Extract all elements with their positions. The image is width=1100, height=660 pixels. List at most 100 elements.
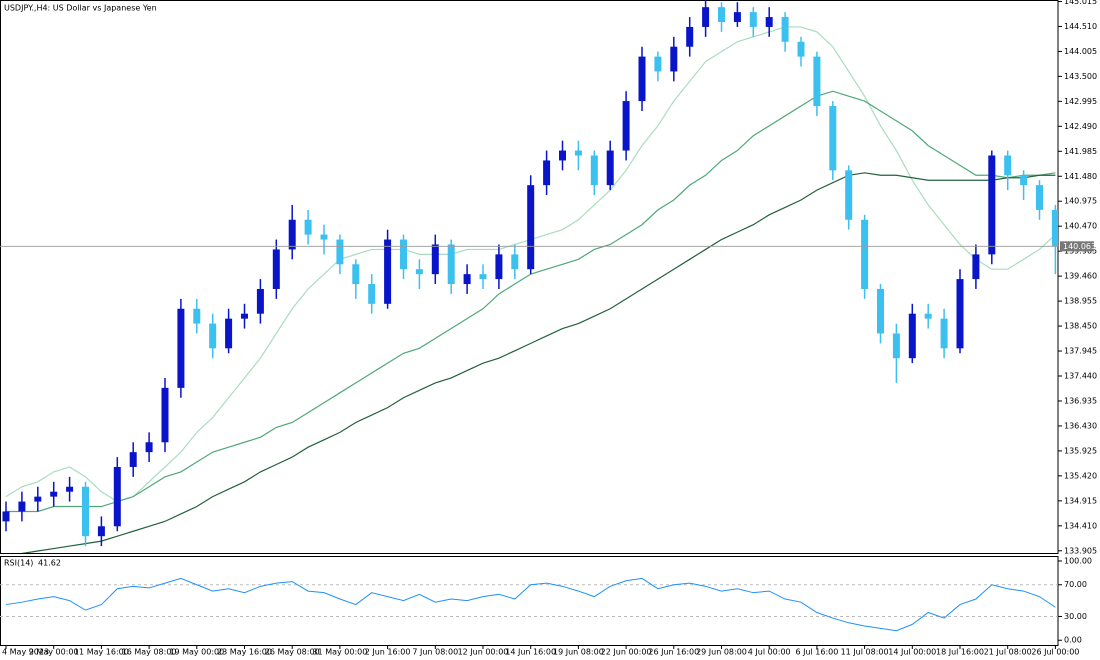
y-tick-label: 136.935 xyxy=(1064,396,1097,405)
candle-body xyxy=(590,155,598,186)
y-tick-label: 139.460 xyxy=(1064,272,1097,281)
candle-body xyxy=(670,46,678,72)
candle-body xyxy=(34,496,42,502)
y-tick-label: 145.015 xyxy=(1064,0,1097,6)
candle-body xyxy=(82,486,89,537)
main-panel xyxy=(0,0,1059,554)
rsi-tick-label: 0.00 xyxy=(1064,636,1082,645)
rsi-tick-label: 100.00 xyxy=(1064,556,1092,565)
candle-body xyxy=(1020,175,1028,186)
candle-body xyxy=(463,274,471,285)
x-tick-label: 11 Jul 08:00 xyxy=(841,648,889,657)
candle-body xyxy=(479,274,487,280)
y-tick-label: 141.480 xyxy=(1064,172,1097,181)
candle-body xyxy=(161,387,169,443)
candle-body xyxy=(654,56,662,72)
x-tick-label: 22 Jun 00:00 xyxy=(601,648,652,657)
x-tick-label: 26 May 08:00 xyxy=(265,648,320,657)
candle-body xyxy=(2,511,10,522)
x-tick-label: 11 May 16:00 xyxy=(74,648,129,657)
candle-body xyxy=(924,313,932,319)
x-tick-label: 7 Jun 08:00 xyxy=(412,648,458,657)
x-tick-label: 18 Jul 16:00 xyxy=(936,648,984,657)
x-tick-label: 16 May 08:00 xyxy=(122,648,177,657)
y-tick-label: 137.440 xyxy=(1064,372,1097,381)
x-tick-label: 31 May 00:00 xyxy=(312,648,367,657)
x-tick-label: 9 May 00:00 xyxy=(29,648,79,657)
candle-body xyxy=(543,160,551,186)
candle-body xyxy=(447,244,455,285)
candle-body xyxy=(1004,155,1012,176)
x-tick-label: 26 Jun 16:00 xyxy=(648,648,699,657)
candle-body xyxy=(733,12,741,23)
y-tick-label: 133.905 xyxy=(1064,546,1097,555)
candle-body xyxy=(336,239,344,265)
candle-body xyxy=(431,244,439,275)
x-tick-label: 21 Jul 08:00 xyxy=(984,648,1032,657)
y-tick-label: 135.925 xyxy=(1064,446,1097,455)
candle-body xyxy=(559,150,566,161)
candle-body xyxy=(256,288,264,314)
moving-average xyxy=(21,172,1056,553)
y-tick-label: 142.995 xyxy=(1064,97,1097,106)
x-tick-label: 23 May 16:00 xyxy=(217,648,272,657)
candle-body xyxy=(988,155,996,255)
candle-body xyxy=(288,219,296,250)
candle-body xyxy=(877,288,884,334)
candle-body xyxy=(352,264,360,285)
candle-body xyxy=(829,106,837,171)
candle-body xyxy=(304,219,312,235)
candle-body xyxy=(574,150,582,156)
candle-body xyxy=(209,323,217,349)
rsi-value: 41.62 xyxy=(38,559,61,568)
current-price-box xyxy=(1060,241,1094,252)
candle-body xyxy=(956,279,964,349)
candle-body xyxy=(845,170,853,220)
candle-body xyxy=(861,219,869,289)
candle-body xyxy=(384,239,392,304)
chart-title: USDJPY.,H4: US Dollar vs Japanese Yen xyxy=(4,4,157,13)
candle-body xyxy=(765,17,773,27)
x-tick-label: 29 Jun 08:00 xyxy=(696,648,747,657)
y-tick-label: 141.985 xyxy=(1064,147,1097,156)
y-tick-label: 134.410 xyxy=(1064,521,1097,530)
y-tick-label: 143.500 xyxy=(1064,72,1097,81)
y-tick-label: 144.510 xyxy=(1064,22,1097,31)
candle-body xyxy=(368,284,376,304)
current-price-label: 140.063 xyxy=(1063,242,1096,251)
candle-body xyxy=(320,234,328,240)
x-tick-label: 4 May 2023 xyxy=(2,648,49,657)
candle-body xyxy=(225,318,233,349)
candle-body xyxy=(113,466,121,527)
candle-body xyxy=(400,239,407,270)
rsi-plot xyxy=(0,577,1058,632)
x-tick-label: 19 May 00:00 xyxy=(169,648,224,657)
candle-body xyxy=(797,41,805,57)
candle-body xyxy=(495,254,503,280)
candle-body xyxy=(686,26,694,47)
candle-body xyxy=(908,313,916,359)
candle-body xyxy=(606,150,614,186)
y-tick-label: 136.430 xyxy=(1064,421,1097,430)
x-tick-label: 6 Jul 16:00 xyxy=(795,648,838,657)
candle-body xyxy=(50,491,58,497)
x-tick-label: 12 Jun 00:00 xyxy=(458,648,509,657)
candle-body xyxy=(781,17,789,42)
candle-body xyxy=(1036,185,1043,210)
y-tick-label: 135.420 xyxy=(1064,471,1097,480)
candle-body xyxy=(241,313,248,319)
y-tick-label: 137.945 xyxy=(1064,347,1097,356)
x-tick-label: 26 Jul 00:00 xyxy=(1031,648,1079,657)
candle-body xyxy=(892,333,900,359)
candle-body xyxy=(129,452,137,467)
x-tick-label: 4 Jul 00:00 xyxy=(748,648,791,657)
rsi-panel xyxy=(0,556,1059,646)
y-tick-label: 140.975 xyxy=(1064,197,1097,206)
candle-body xyxy=(415,269,423,275)
candle-body xyxy=(97,526,105,537)
x-tick-label: 14 Jun 16:00 xyxy=(505,648,556,657)
candle-body xyxy=(813,56,821,107)
candle-body xyxy=(749,12,757,27)
